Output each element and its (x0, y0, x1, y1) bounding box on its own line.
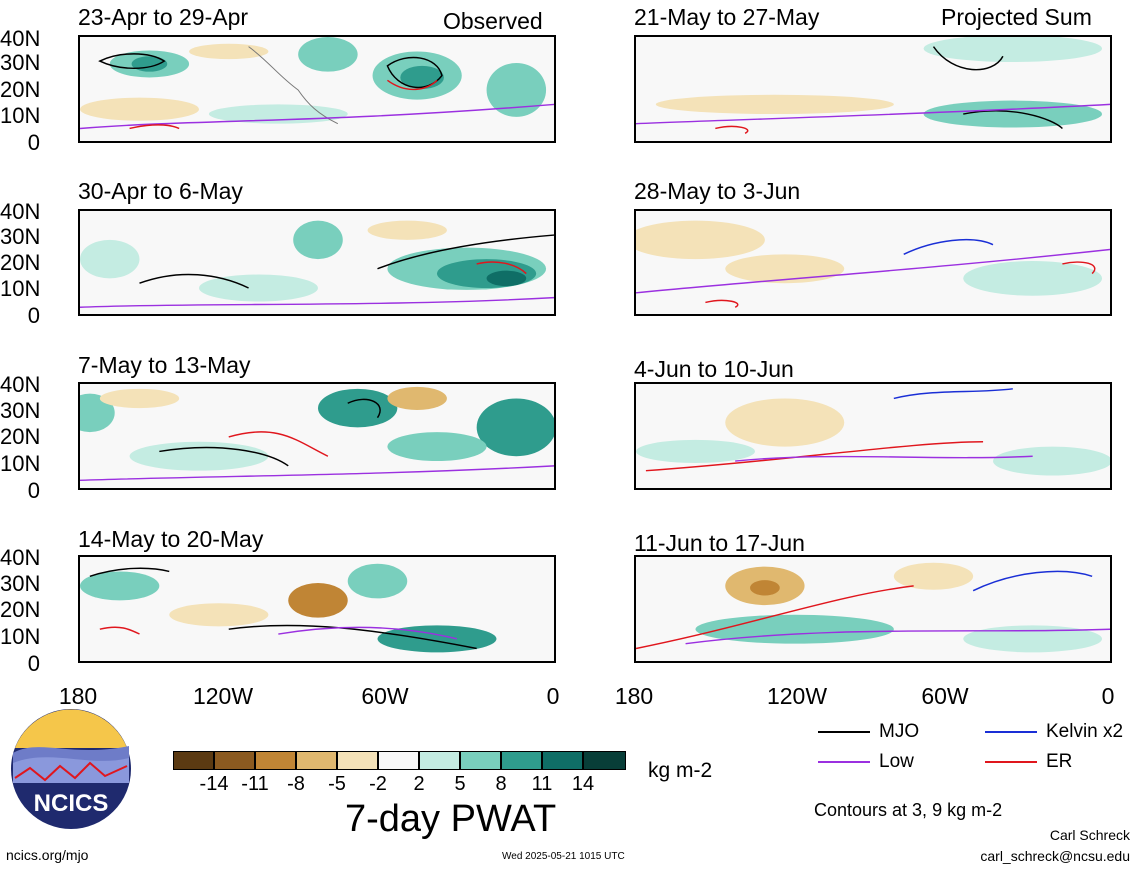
colorbar-swatch (501, 751, 542, 770)
lat-label: 10N (0, 103, 41, 128)
lat-label: 20N (0, 250, 41, 275)
projected-sum-label: Projected Sum (941, 4, 1092, 30)
panel-title-right-4: 11-Jun to 17-Jun (634, 530, 805, 556)
panel-title-left-3: 7-May to 13-May (78, 352, 251, 378)
logo-text: NCICS (34, 790, 109, 817)
legend-line-kelvin (985, 731, 1037, 733)
panel-title-right-1: 21-May to 27-May (634, 4, 820, 30)
colorbar-tick: 5 (454, 773, 466, 795)
lat-label: 20N (0, 424, 41, 449)
colorbar-tick: -11 (241, 773, 269, 795)
lat-label: 20N (0, 77, 41, 102)
legend-line-mjo (818, 731, 870, 733)
legend-label-low: Low (879, 751, 914, 772)
lat-label: 40N (0, 26, 41, 51)
lat-label: 40N (0, 545, 41, 570)
lat-label: 0 (27, 130, 40, 155)
colorbar-swatch (542, 751, 583, 770)
colorbar-swatch (255, 751, 296, 770)
panel-title-right-2: 28-May to 3-Jun (634, 178, 801, 204)
lat-label: 30N (0, 50, 41, 75)
colorbar-title: 7-day PWAT (345, 798, 557, 840)
colorbar-swatch (583, 751, 626, 770)
footer-url[interactable]: ncics.org/mjo (6, 847, 89, 863)
lat-label: 30N (0, 571, 41, 596)
colorbar-swatch (337, 751, 378, 770)
lon-label: 60W (361, 683, 409, 709)
colorbar-swatch (296, 751, 337, 770)
colorbar-swatch (419, 751, 460, 770)
map-panel-left-4 (78, 555, 556, 663)
footer-author: Carl Schreck (1049, 827, 1130, 843)
panel-title-left-2: 30-Apr to 6-May (78, 178, 243, 204)
map-panel-right-2 (634, 209, 1112, 316)
lon-label: 120W (192, 683, 254, 709)
map-panel-left-2 (78, 209, 556, 316)
colorbar-tick: 2 (413, 773, 425, 795)
colorbar-swatch (460, 751, 501, 770)
legend-label-mjo: MJO (879, 721, 920, 742)
colorbar-tick: -2 (369, 773, 387, 795)
lat-label: 0 (27, 651, 40, 676)
colorbar-tick: 14 (571, 773, 595, 795)
lat-label: 10N (0, 276, 41, 301)
legend-label-er: ER (1046, 751, 1073, 772)
lat-label: 30N (0, 224, 41, 249)
observed-label: Observed (443, 8, 543, 34)
panel-title-right-3: 4-Jun to 10-Jun (634, 356, 794, 382)
legend-line-low (818, 761, 870, 763)
map-panel-left-3 (78, 382, 556, 490)
lon-label: 60W (921, 683, 969, 709)
panel-title-left-4: 14-May to 20-May (78, 526, 264, 552)
lat-label: 40N (0, 372, 41, 397)
panel-title-left-1: 23-Apr to 29-Apr (78, 4, 249, 30)
footer-timestamp: Wed 2025-05-21 1015 UTC (502, 851, 625, 862)
map-panel-right-3 (634, 382, 1112, 490)
colorbar-swatch (214, 751, 255, 770)
lon-label: 120W (766, 683, 828, 709)
colorbar-units: kg m-2 (648, 759, 713, 782)
lat-label: 10N (0, 451, 41, 476)
lat-label: 40N (0, 199, 41, 224)
ncics-logo: NCICS (10, 708, 132, 830)
colorbar-tick: 8 (495, 773, 507, 795)
colorbar-tick: -8 (287, 773, 305, 795)
logo-graphic: NCICS (11, 709, 131, 829)
lat-label: 20N (0, 597, 41, 622)
lon-label: 180 (614, 683, 654, 709)
contour-note: Contours at 3, 9 kg m-2 (814, 800, 1003, 820)
colorbar-swatch (378, 751, 419, 770)
lat-label: 0 (27, 303, 40, 328)
lat-label: 10N (0, 624, 41, 649)
legend-line-er (985, 761, 1037, 763)
colorbar-swatch (173, 751, 214, 770)
footer-email[interactable]: carl_schreck@ncsu.edu (980, 848, 1130, 864)
lat-label: 0 (27, 478, 40, 503)
lon-label: 0 (546, 683, 560, 709)
lat-label: 30N (0, 398, 41, 423)
map-panel-right-4 (634, 555, 1112, 663)
legend-label-kelvin: Kelvin x2 (1046, 721, 1124, 742)
map-panel-right-1 (634, 35, 1112, 143)
lon-label: 0 (1101, 683, 1115, 709)
colorbar-tick: 11 (531, 773, 553, 795)
lon-label: 180 (58, 683, 98, 709)
map-panel-left-1 (78, 35, 556, 143)
colorbar-tick: -5 (328, 773, 346, 795)
colorbar-tick: -14 (199, 773, 229, 795)
